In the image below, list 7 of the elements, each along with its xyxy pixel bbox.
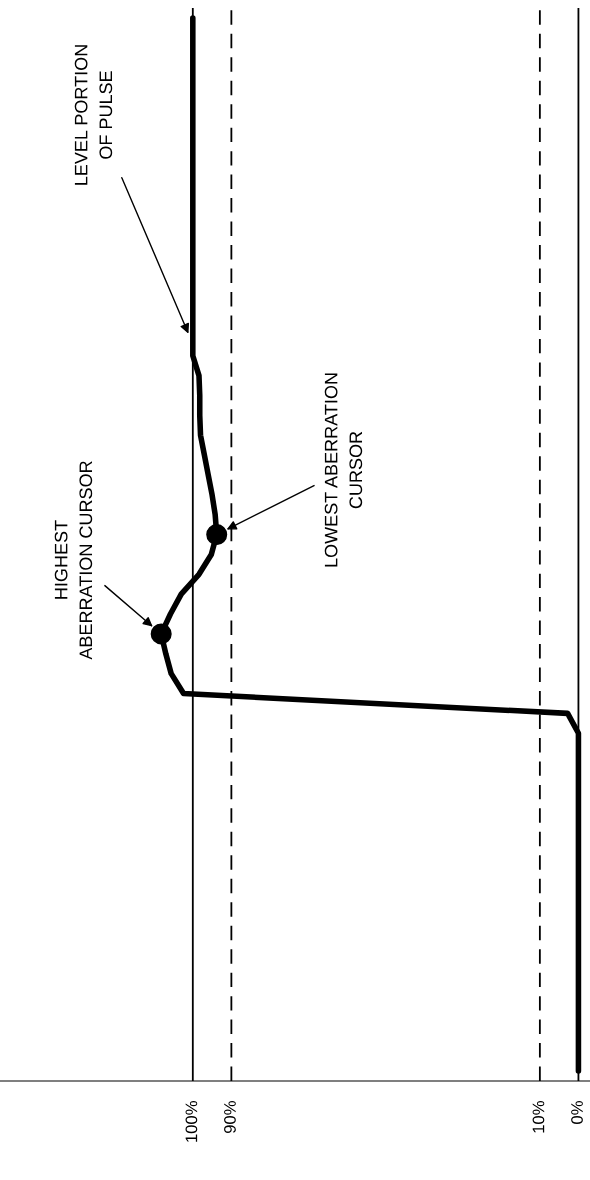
annotation: LOWEST ABERRATION CURSOR bbox=[324, 373, 363, 567]
annotation: HIGHEST ABERRATION CURSOR bbox=[54, 461, 93, 660]
x-tick-label: 0% bbox=[571, 1101, 583, 1124]
x-tick-label: 10% bbox=[532, 1101, 545, 1133]
annotation: LEVEL PORTION OF PULSE bbox=[74, 45, 113, 185]
x-tick-label: 90% bbox=[224, 1101, 236, 1134]
x-tick-label: 100% bbox=[185, 1101, 198, 1142]
